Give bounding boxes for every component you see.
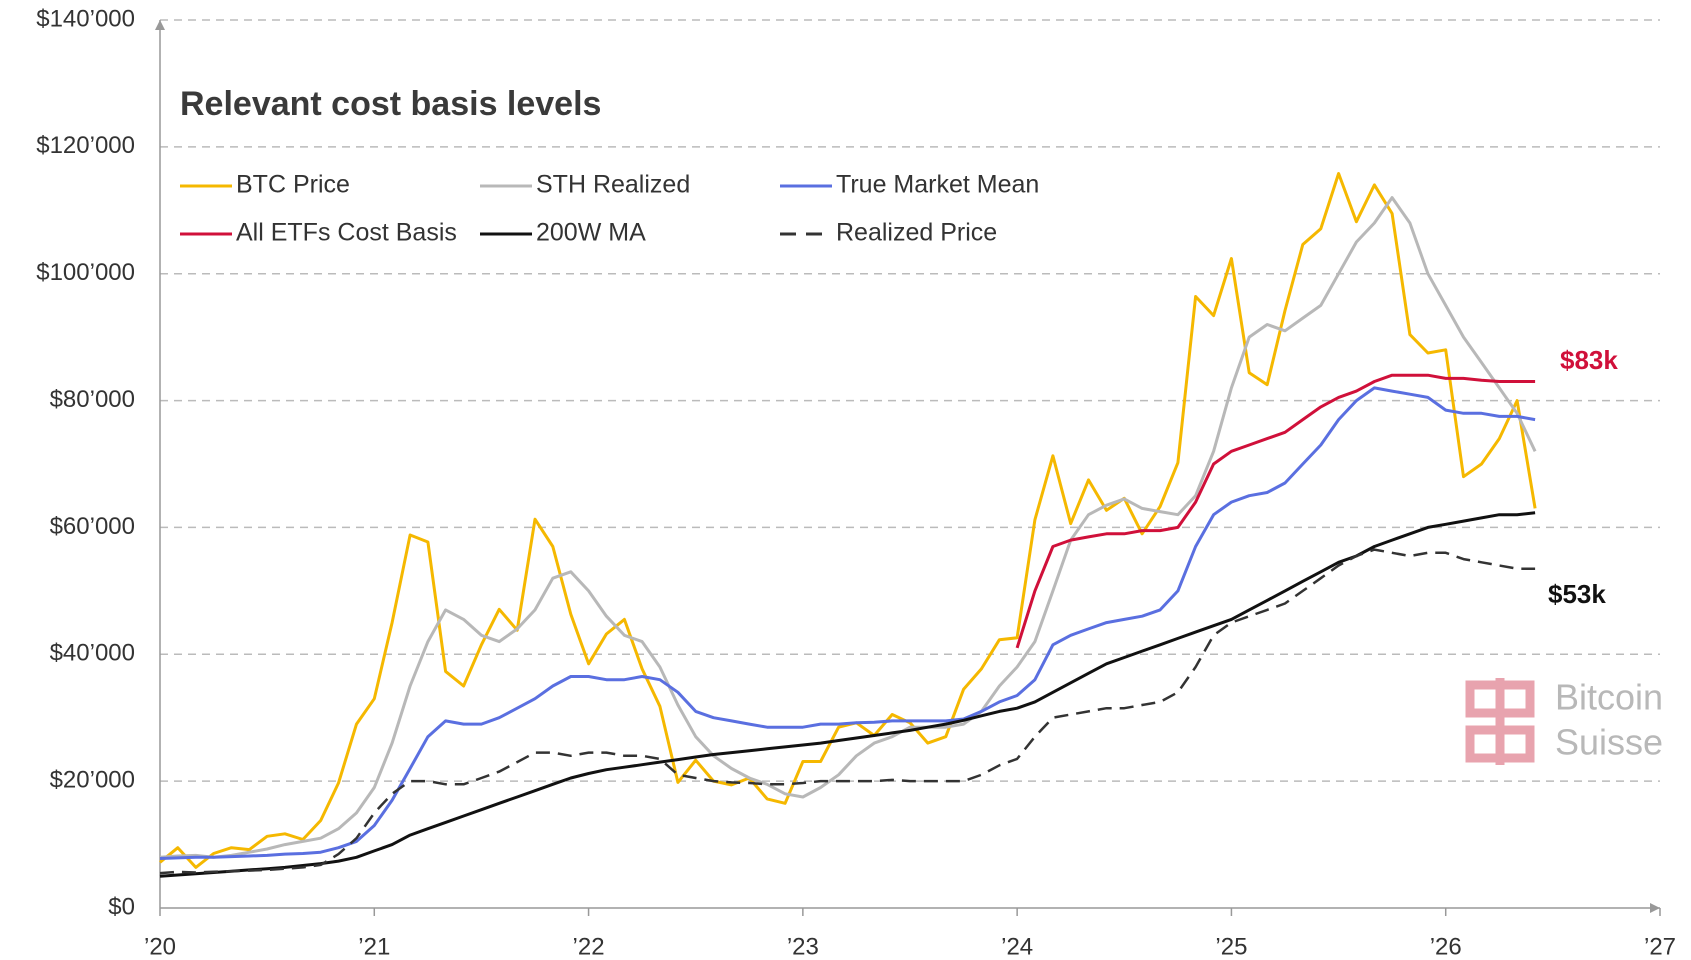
legend-label: BTC Price xyxy=(236,171,350,199)
y-tick-label: $20’000 xyxy=(50,766,135,793)
series-line xyxy=(1015,373,1536,649)
legend-label: All ETFs Cost Basis xyxy=(236,219,457,247)
x-tick-label: ’25 xyxy=(1215,933,1247,960)
chart-title: Relevant cost basis levels xyxy=(180,85,601,123)
y-tick-label: $0 xyxy=(108,893,135,920)
y-tick-label: $80’000 xyxy=(50,386,135,413)
y-tick-label: $100’000 xyxy=(36,259,135,286)
annotation: $53k xyxy=(1548,579,1606,609)
series-line xyxy=(159,196,1537,859)
legend-label: 200W MA xyxy=(536,219,646,247)
x-tick-label: ’21 xyxy=(358,933,390,960)
x-tick-label: ’20 xyxy=(144,933,176,960)
legend-label: Realized Price xyxy=(836,219,997,247)
y-tick-label: $120’000 xyxy=(36,132,135,159)
series-line xyxy=(159,172,1537,869)
y-tick-label: $140’000 xyxy=(36,5,135,32)
series-line xyxy=(159,511,1536,878)
legend-label: True Market Mean xyxy=(836,171,1039,199)
x-tick-label: ’24 xyxy=(1001,933,1033,960)
x-tick-label: ’26 xyxy=(1430,933,1462,960)
x-tick-label: ’22 xyxy=(573,933,605,960)
y-tick-label: $60’000 xyxy=(50,513,135,540)
y-tick-label: $40’000 xyxy=(50,640,135,667)
watermark: Suisse xyxy=(1555,722,1663,763)
logo xyxy=(1465,678,1535,765)
x-tick-label: ’27 xyxy=(1644,933,1676,960)
x-axis-arrow xyxy=(1650,903,1660,913)
x-tick-label: ’23 xyxy=(787,933,819,960)
series-line xyxy=(159,386,1536,860)
series-line xyxy=(159,548,1536,875)
annotation: $83k xyxy=(1560,345,1618,375)
legend-label: STH Realized xyxy=(536,171,690,199)
y-axis-arrow xyxy=(155,20,165,30)
watermark: Bitcoin xyxy=(1555,677,1663,718)
